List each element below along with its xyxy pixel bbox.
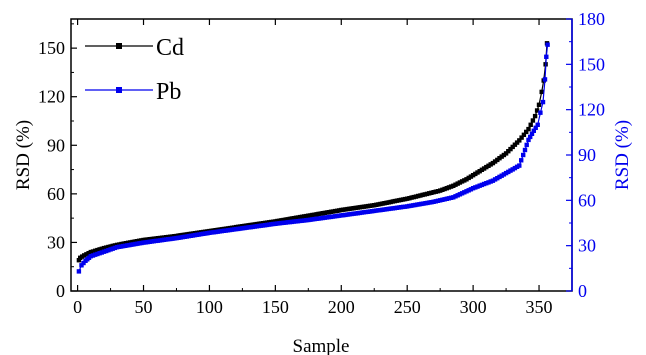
data-point-cd bbox=[84, 252, 89, 257]
data-point-cd bbox=[530, 118, 536, 123]
data-point-pb bbox=[95, 251, 100, 257]
x-axis-ticks: 0 50 100 150 200 250 300 350 bbox=[73, 19, 553, 317]
legend: Cd Pb bbox=[85, 35, 184, 105]
legend-label-cd: Cd bbox=[156, 35, 184, 61]
legend-marker-pb bbox=[116, 87, 122, 93]
left-y-tick-label: 150 bbox=[38, 38, 65, 58]
left-y-tick-label: 120 bbox=[38, 87, 65, 107]
data-point-pb bbox=[535, 122, 540, 127]
left-y-tick-label: 0 bbox=[56, 281, 65, 301]
legend-marker-cd bbox=[116, 43, 122, 49]
data-point-cd bbox=[409, 195, 414, 200]
data-point-cd bbox=[459, 179, 465, 184]
x-axis-title: Sample bbox=[293, 336, 350, 355]
data-point-pb bbox=[524, 142, 529, 148]
data-point-cd bbox=[517, 138, 522, 143]
data-point-pb bbox=[533, 125, 538, 130]
data-point-cd bbox=[532, 113, 538, 119]
right-y-tick-label: 180 bbox=[578, 9, 605, 29]
data-point-pb bbox=[529, 131, 535, 136]
data-point-pb bbox=[76, 269, 82, 274]
data-point-pb bbox=[470, 186, 476, 191]
data-point-pb bbox=[526, 137, 531, 143]
series-pb bbox=[76, 42, 550, 274]
series-cd bbox=[76, 41, 550, 263]
data-point-pb bbox=[448, 195, 454, 200]
data-point-cd bbox=[481, 166, 487, 171]
data-point-cd bbox=[136, 238, 142, 243]
right-y-tick-label: 60 bbox=[578, 190, 596, 210]
legend-entry-cd: Cd bbox=[85, 35, 184, 61]
data-point-pb bbox=[521, 152, 526, 158]
data-point-pb bbox=[540, 99, 546, 105]
data-point-pb bbox=[481, 181, 487, 187]
data-point-pb bbox=[106, 248, 111, 253]
data-point-cd bbox=[106, 244, 111, 250]
data-point-cd bbox=[526, 126, 531, 132]
left-y-tick-label: 90 bbox=[47, 135, 65, 155]
data-point-cd bbox=[95, 247, 100, 253]
data-point-cd bbox=[536, 102, 542, 107]
right-y-axis-title: RSD (%) bbox=[612, 120, 633, 190]
left-y-axis-title: RSD (%) bbox=[13, 120, 34, 190]
data-point-cd bbox=[519, 135, 524, 140]
right-y-tick-label: 120 bbox=[578, 100, 605, 120]
data-point-pb bbox=[517, 163, 522, 168]
data-point-cd bbox=[448, 184, 454, 189]
data-point-pb bbox=[79, 263, 84, 268]
right-y-axis-ticks: 0 30 60 90 120 150 180 bbox=[566, 9, 605, 301]
data-point-pb bbox=[542, 77, 548, 82]
data-point-pb bbox=[531, 128, 536, 133]
x-tick-label: 350 bbox=[526, 297, 553, 317]
data-point-cd bbox=[521, 132, 527, 137]
legend-label-pb: Pb bbox=[156, 79, 181, 105]
data-point-cd bbox=[539, 89, 544, 95]
data-point-pb bbox=[431, 199, 436, 204]
data-point-pb bbox=[459, 191, 465, 196]
x-tick-label: 0 bbox=[73, 297, 82, 317]
data-point-pb bbox=[522, 147, 528, 153]
data-point-cd bbox=[492, 159, 498, 164]
data-point-pb bbox=[545, 42, 550, 47]
x-tick-label: 50 bbox=[135, 297, 153, 317]
x-tick-label: 250 bbox=[394, 297, 421, 317]
right-y-tick-label: 0 bbox=[578, 281, 587, 301]
data-point-cd bbox=[528, 122, 533, 127]
data-point-pb bbox=[503, 170, 509, 176]
data-point-cd bbox=[442, 186, 447, 192]
legend-entry-pb: Pb bbox=[85, 79, 181, 105]
data-point-pb bbox=[112, 245, 118, 251]
x-tick-label: 300 bbox=[460, 297, 487, 317]
right-y-tick-label: 90 bbox=[578, 145, 596, 165]
data-point-pb bbox=[519, 158, 524, 163]
data-point-cd bbox=[420, 192, 425, 198]
data-point-pb bbox=[538, 110, 543, 115]
left-y-axis-ticks: 0 30 60 90 120 150 bbox=[38, 23, 77, 301]
data-point-pb bbox=[544, 54, 549, 59]
x-tick-label: 150 bbox=[262, 297, 289, 317]
data-point-cd bbox=[524, 129, 529, 135]
series-layer bbox=[76, 41, 550, 274]
plot-frame bbox=[70, 18, 573, 292]
left-y-tick-label: 60 bbox=[47, 184, 65, 204]
data-point-pb bbox=[528, 134, 533, 140]
left-y-tick-label: 30 bbox=[47, 232, 65, 252]
x-tick-label: 200 bbox=[328, 297, 355, 317]
data-point-cd bbox=[112, 243, 118, 248]
right-y-tick-label: 30 bbox=[578, 236, 596, 256]
data-point-pb bbox=[442, 197, 447, 202]
data-point-cd bbox=[503, 151, 509, 156]
data-point-pb bbox=[492, 177, 498, 182]
data-point-cd bbox=[470, 173, 476, 178]
right-y-tick-label: 150 bbox=[578, 54, 605, 74]
x-tick-label: 100 bbox=[196, 297, 223, 317]
data-point-cd bbox=[534, 108, 540, 113]
data-point-cd bbox=[431, 190, 436, 195]
data-point-cd bbox=[76, 258, 82, 263]
series-line-cd bbox=[78, 43, 548, 261]
